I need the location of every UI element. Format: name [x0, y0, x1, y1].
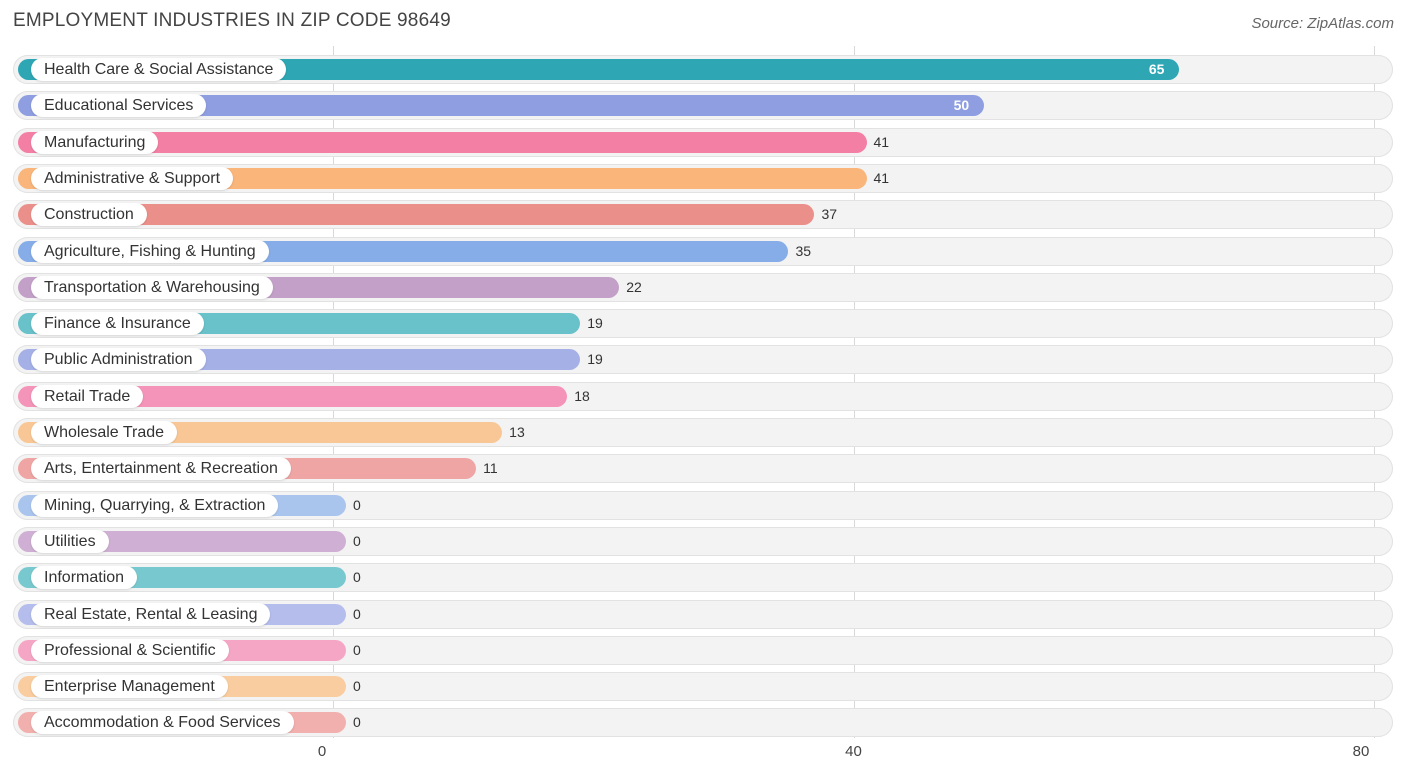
category-label: Administrative & Support — [31, 166, 234, 190]
value-label: 19 — [587, 315, 603, 332]
value-label: 0 — [353, 496, 361, 513]
bar — [18, 131, 867, 153]
category-label: Professional & Scientific — [31, 638, 229, 662]
category-label: Agriculture, Fishing & Hunting — [31, 239, 269, 263]
x-tick-label: 80 — [1352, 743, 1370, 760]
category-label: Educational Services — [31, 94, 207, 118]
category-label: Information — [31, 566, 138, 590]
value-label: 22 — [626, 278, 642, 295]
value-label: 37 — [821, 206, 838, 223]
category-label: Finance & Insurance — [31, 312, 204, 336]
value-label: 0 — [353, 532, 361, 549]
category-label: Health Care & Social Assistance — [31, 58, 287, 81]
value-label: 50 — [953, 97, 970, 114]
category-label: Arts, Entertainment & Recreation — [31, 457, 291, 481]
value-label: 19 — [587, 351, 603, 368]
category-label: Public Administration — [31, 348, 206, 372]
value-label: 0 — [353, 714, 361, 731]
x-tick-label: 40 — [845, 743, 862, 760]
category-label: Accommodation & Food Services — [31, 711, 294, 735]
value-label: 0 — [353, 678, 361, 695]
bar — [18, 95, 984, 117]
value-label: 65 — [1148, 61, 1165, 77]
value-label: 13 — [509, 424, 525, 440]
value-label: 41 — [873, 133, 890, 150]
category-label: Retail Trade — [31, 384, 144, 408]
category-label: Manufacturing — [31, 130, 159, 154]
chart-title: EMPLOYMENT INDUSTRIES IN ZIP CODE 98649 — [13, 10, 451, 31]
value-label: 41 — [873, 169, 890, 186]
category-label: Transportation & Warehousing — [31, 275, 273, 299]
value-label: 11 — [483, 460, 498, 477]
category-label: Wholesale Trade — [31, 421, 178, 444]
category-label: Utilities — [31, 529, 109, 553]
category-label: Real Estate, Rental & Leasing — [31, 602, 271, 626]
category-label: Enterprise Management — [31, 675, 228, 699]
source-label: Source: ZipAtlas.com — [1251, 15, 1394, 32]
value-label: 35 — [795, 242, 812, 259]
value-label: 0 — [353, 569, 361, 586]
bar — [18, 204, 815, 226]
bar — [18, 385, 568, 407]
category-label: Mining, Quarrying, & Extraction — [31, 493, 279, 517]
category-label: Construction — [31, 203, 147, 227]
bar — [18, 59, 1179, 80]
value-label: 0 — [353, 605, 361, 622]
x-tick-label: 0 — [317, 743, 327, 760]
value-label: 0 — [353, 641, 361, 658]
value-label: 18 — [574, 387, 590, 404]
